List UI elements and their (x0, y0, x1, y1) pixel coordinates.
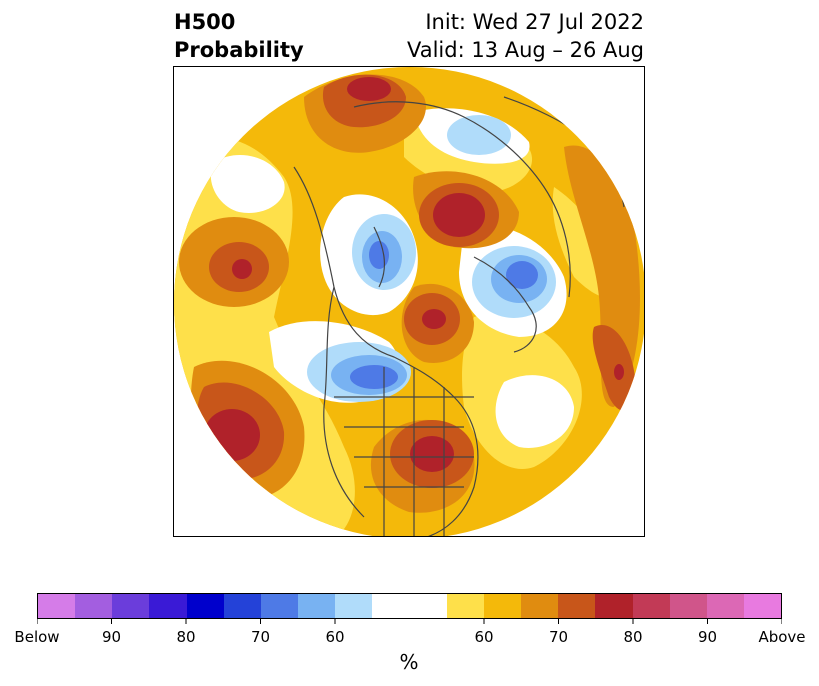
colorbar-segment (372, 594, 410, 618)
colorbar-segment (706, 594, 744, 618)
coastlines (293, 96, 625, 536)
init-date: Init: Wed 27 Jul 2022 (425, 10, 644, 34)
colorbar-tick-label: Above (758, 628, 806, 646)
title-product: Probability (174, 38, 304, 62)
colorbar-segment (632, 594, 670, 618)
colorbar-segment (669, 594, 707, 618)
colorbar-segment (186, 594, 224, 618)
colorbar (37, 593, 782, 619)
probability-map (174, 67, 644, 536)
colorbar-segment (483, 594, 522, 618)
colorbar-segment (223, 594, 261, 618)
colorbar-tick-label: 70 (548, 628, 569, 646)
colorbar-segment (521, 594, 559, 618)
colorbar-segment (149, 594, 187, 618)
colorbar-segment (298, 594, 336, 618)
title-right: Init: Wed 27 Jul 2022 Valid: 13 Aug – 26… (407, 8, 644, 64)
below-80-region (350, 241, 538, 389)
colorbar-tick-label: Below (14, 628, 60, 646)
colorbar-segment (558, 594, 596, 618)
colorbar-segment (75, 594, 113, 618)
colorbar-ticks (37, 619, 782, 624)
title-variable: H500 (174, 10, 236, 34)
title-left: H500 Probability (174, 8, 304, 64)
map-panel (173, 66, 645, 537)
colorbar-tick-label: 80 (176, 628, 196, 646)
valid-range: Valid: 13 Aug – 26 Aug (406, 38, 644, 62)
colorbar-tick-label: 70 (250, 628, 271, 646)
colorbar-tick-label: 90 (101, 628, 122, 646)
colorbar-tick-label: 80 (623, 628, 643, 646)
colorbar-segment (743, 594, 782, 618)
colorbar-segment (446, 594, 484, 618)
colorbar-tick-label: 90 (697, 628, 718, 646)
colorbar-tick-label: 60 (474, 628, 494, 646)
colorbar-segment (409, 594, 447, 618)
colorbar-segment (335, 594, 373, 618)
colorbar-tick-label: 60 (325, 628, 345, 646)
colorbar-segment (260, 594, 299, 618)
colorbar-segment (112, 594, 150, 618)
colorbar-segment (38, 594, 76, 618)
colorbar-unit: % (399, 650, 419, 674)
colorbar-segment (595, 594, 633, 618)
